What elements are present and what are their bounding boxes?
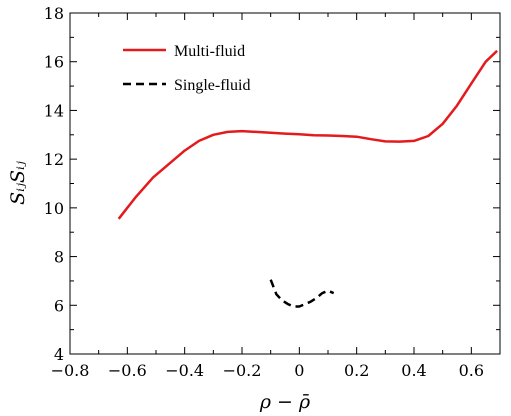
- x-axis-title: ρ − ρ̄: [259, 391, 311, 413]
- y-tick-label: 6: [54, 296, 64, 315]
- y-tick-label: 10: [44, 199, 64, 218]
- x-tick-label: 0.4: [401, 361, 426, 380]
- x-tick-label: −0.4: [165, 361, 204, 380]
- axis-tick-labels: −0.8 −0.6 −0.4 −0.2 0 0.2 0.4 0.6 4 6 8 10 12 14 16 18: [44, 4, 484, 380]
- x-tick-label: 0.2: [344, 361, 369, 380]
- x-tick-label: −0.6: [108, 361, 147, 380]
- x-tick-label: −0.2: [223, 361, 262, 380]
- x-tick-label: −0.8: [51, 361, 90, 380]
- y-tick-label: 14: [44, 101, 64, 120]
- series-line-single-fluid: [269, 279, 335, 308]
- legend-label-single-fluid: Single-fluid: [174, 77, 250, 94]
- x-tick-label: 0: [294, 361, 304, 380]
- legend: Multi-fluid Single-fluid: [123, 43, 250, 94]
- legend-label-multi-fluid: Multi-fluid: [174, 43, 245, 60]
- y-tick-label: 16: [44, 53, 64, 72]
- y-axis-title: SᵢⱼSᵢⱼ: [7, 161, 29, 205]
- axis-ticks: [69, 12, 500, 355]
- y-tick-label: 12: [44, 150, 64, 169]
- x-tick-label: 0.6: [459, 361, 484, 380]
- y-tick-label: 18: [44, 4, 64, 23]
- series-lines: [117, 49, 498, 308]
- y-tick-label: 4: [54, 345, 64, 364]
- y-tick-label: 8: [54, 248, 64, 267]
- series-line-multi-fluid: [117, 49, 498, 220]
